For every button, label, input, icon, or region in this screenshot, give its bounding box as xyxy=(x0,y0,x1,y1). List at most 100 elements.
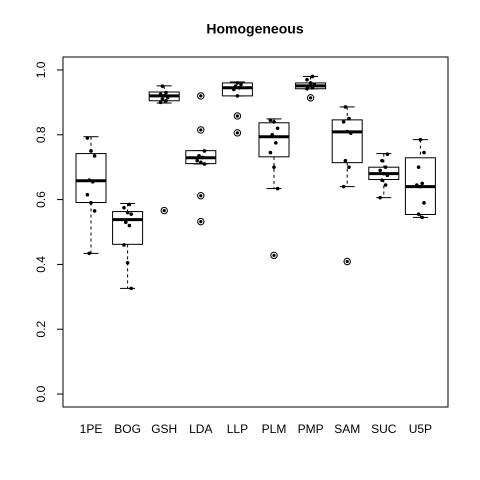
point xyxy=(382,171,386,176)
point xyxy=(235,81,240,85)
chart-title: Homogeneous xyxy=(206,21,303,37)
box xyxy=(112,211,144,245)
point xyxy=(378,195,383,200)
y-tick-label: 1.0 xyxy=(34,61,48,78)
x-tick-label: SAM xyxy=(334,422,360,436)
point xyxy=(383,183,388,187)
point xyxy=(232,87,236,92)
point xyxy=(312,82,317,87)
point xyxy=(122,243,126,247)
plot-frame xyxy=(62,56,449,408)
outlier-point xyxy=(199,220,203,224)
outlier-point xyxy=(199,128,203,132)
point xyxy=(199,160,203,165)
point xyxy=(305,86,309,91)
point xyxy=(89,149,93,153)
point xyxy=(310,74,315,79)
point xyxy=(385,152,390,157)
point xyxy=(235,94,240,98)
point xyxy=(233,84,238,88)
point xyxy=(416,165,421,169)
outlier xyxy=(306,94,315,102)
point xyxy=(307,84,311,88)
x-tick-label: LDA xyxy=(189,422,212,436)
x-tick-label: BOG xyxy=(114,422,141,436)
point xyxy=(349,131,353,135)
y-tick-label: 0.0 xyxy=(34,385,48,402)
point xyxy=(122,205,126,210)
point xyxy=(415,183,419,187)
point xyxy=(347,116,351,121)
y-tick-label: 0.2 xyxy=(34,321,48,338)
point xyxy=(420,215,425,220)
point xyxy=(160,97,165,101)
point xyxy=(87,251,91,256)
point xyxy=(418,184,423,189)
outlier-point xyxy=(199,94,203,98)
outlier-point xyxy=(235,114,239,118)
point xyxy=(305,77,309,82)
point xyxy=(92,154,97,158)
point xyxy=(308,81,313,85)
y-tick-label: 0.6 xyxy=(34,191,48,208)
point xyxy=(158,100,163,105)
point xyxy=(383,165,388,169)
point xyxy=(125,210,130,215)
point xyxy=(202,162,207,166)
point xyxy=(162,94,166,98)
point xyxy=(418,137,423,142)
point xyxy=(127,202,132,207)
point xyxy=(127,223,132,228)
x-tick-label: GSH xyxy=(151,422,177,436)
point xyxy=(200,155,205,160)
x-tick-label: PMP xyxy=(298,422,324,436)
outlier-point xyxy=(345,259,349,264)
point xyxy=(378,168,383,173)
point xyxy=(164,90,168,95)
point xyxy=(347,165,351,169)
point xyxy=(380,158,384,163)
x-tick-label: 1PE xyxy=(80,422,103,436)
outlier-point xyxy=(309,96,313,100)
point xyxy=(272,165,276,169)
point xyxy=(124,220,128,225)
point xyxy=(385,173,390,178)
point xyxy=(341,184,346,189)
point xyxy=(160,84,165,88)
point xyxy=(416,212,421,216)
point xyxy=(380,178,384,182)
point xyxy=(275,126,280,131)
point xyxy=(164,98,168,103)
point xyxy=(420,181,425,186)
point xyxy=(87,178,91,182)
point xyxy=(237,85,241,90)
point xyxy=(274,141,278,145)
point xyxy=(239,82,243,87)
point xyxy=(270,132,275,137)
point xyxy=(343,158,348,163)
x-tick-label: U5P xyxy=(409,422,432,436)
point xyxy=(129,286,133,291)
box xyxy=(75,153,107,204)
point xyxy=(343,105,348,109)
x-tick-label: LLP xyxy=(227,422,248,436)
point xyxy=(158,92,163,97)
point xyxy=(92,209,97,213)
x-tick-label: SUC xyxy=(371,422,397,436)
point xyxy=(89,201,93,205)
outlier xyxy=(160,206,168,215)
box xyxy=(221,82,253,97)
point xyxy=(272,120,276,124)
point xyxy=(85,192,90,197)
point xyxy=(268,118,273,122)
y-tick-label: 0.4 xyxy=(34,256,48,273)
point xyxy=(275,186,280,191)
point xyxy=(125,260,130,265)
outlier xyxy=(197,217,205,226)
outlier xyxy=(233,112,242,120)
outlier-point xyxy=(199,194,203,198)
point xyxy=(422,150,426,155)
point xyxy=(166,95,170,100)
